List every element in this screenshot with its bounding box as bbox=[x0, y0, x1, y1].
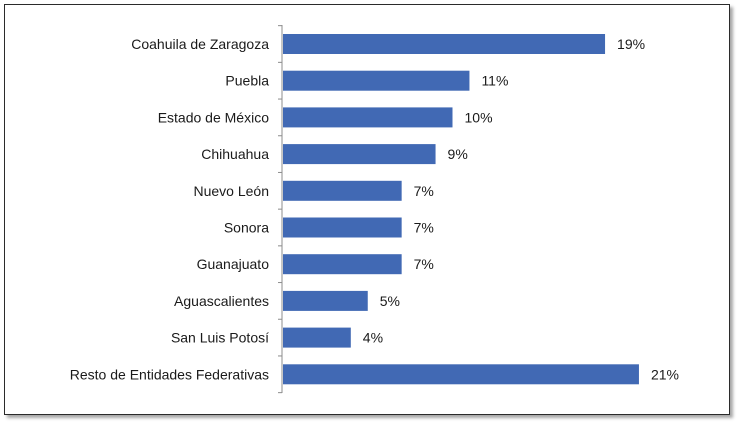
bar bbox=[283, 34, 606, 54]
data-label: 7% bbox=[414, 183, 434, 199]
category-label: Puebla bbox=[225, 73, 269, 89]
data-label: 7% bbox=[414, 256, 434, 272]
bar bbox=[283, 107, 453, 128]
category-label: Chihuahua bbox=[201, 146, 269, 162]
category-label: Estado de México bbox=[158, 109, 269, 125]
category-label: Sonora bbox=[224, 220, 269, 236]
bar bbox=[283, 254, 402, 275]
bar bbox=[283, 327, 351, 348]
bar bbox=[283, 180, 402, 201]
data-label: 9% bbox=[448, 146, 468, 162]
category-label: Resto de Entidades Federativas bbox=[70, 366, 269, 382]
bar bbox=[283, 364, 639, 385]
bar bbox=[283, 217, 402, 238]
bar-chart: Coahuila de Zaragoza 19% Puebla 11% Estado d… bbox=[70, 25, 679, 394]
data-label: 5% bbox=[380, 293, 400, 309]
category-label: San Luis Potosí bbox=[171, 330, 269, 346]
data-label: 4% bbox=[363, 330, 383, 346]
chart-frame: Coahuila de Zaragoza 19% Puebla 11% Estado d… bbox=[4, 4, 730, 415]
data-label: 21% bbox=[651, 366, 679, 382]
category-label: Guanajuato bbox=[197, 256, 270, 272]
bar bbox=[283, 290, 368, 311]
bar bbox=[283, 144, 436, 165]
category-label: Aguascalientes bbox=[174, 293, 269, 309]
bar bbox=[283, 70, 470, 91]
data-label: 19% bbox=[617, 36, 645, 52]
data-label: 7% bbox=[414, 220, 434, 236]
category-label: Nuevo León bbox=[193, 183, 269, 199]
category-label: Coahuila de Zaragoza bbox=[131, 36, 269, 52]
data-label: 11% bbox=[481, 73, 508, 89]
data-label: 10% bbox=[465, 109, 493, 125]
